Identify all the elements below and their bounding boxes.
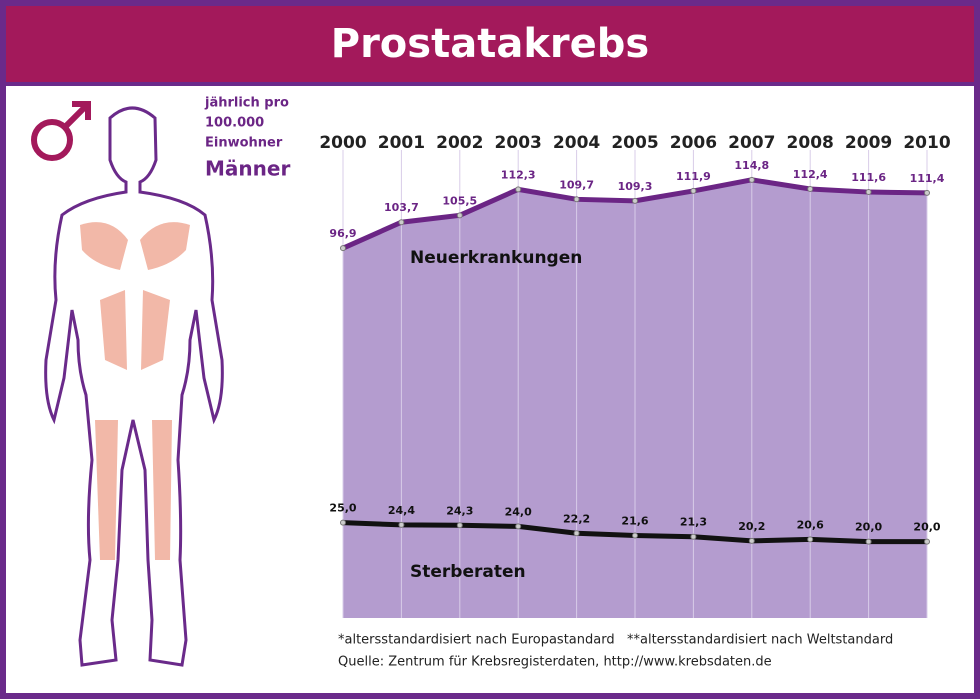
point xyxy=(340,519,346,526)
point xyxy=(924,538,930,545)
x-tick-label: 2007 xyxy=(728,133,775,153)
x-tick-label: 2003 xyxy=(495,133,542,153)
value-label: 114,8 xyxy=(734,159,769,172)
point xyxy=(865,538,872,545)
value-label: 20,0 xyxy=(855,521,882,534)
value-label: 20,6 xyxy=(797,518,824,531)
value-label: 109,7 xyxy=(559,178,594,191)
x-tick-label: 2000 xyxy=(319,133,366,153)
figure-shading xyxy=(80,222,190,560)
male-symbol xyxy=(31,101,91,161)
title-bar xyxy=(6,6,974,82)
point xyxy=(748,537,755,544)
x-tick-label: 2010 xyxy=(903,133,950,153)
point xyxy=(632,532,638,539)
point xyxy=(573,196,580,203)
point xyxy=(398,521,405,528)
x-tick-label: 2009 xyxy=(845,133,892,153)
point xyxy=(398,219,405,226)
value-label: 21,3 xyxy=(680,516,707,529)
value-label: 20,0 xyxy=(913,521,940,534)
point xyxy=(340,245,346,252)
point xyxy=(456,522,463,529)
group-label: Männer xyxy=(205,157,290,181)
note-line: jährlich pro xyxy=(204,96,289,111)
point xyxy=(515,186,522,193)
value-label: 20,2 xyxy=(738,520,765,533)
value-label: 109,3 xyxy=(618,180,653,193)
value-label: 22,2 xyxy=(563,512,590,525)
value-label: 21,6 xyxy=(621,515,648,528)
x-tick-label: 2004 xyxy=(553,133,600,153)
x-tick-label: 2001 xyxy=(378,133,425,153)
x-tick-label: 2006 xyxy=(670,133,717,153)
point xyxy=(690,187,697,194)
point xyxy=(573,530,580,537)
x-tick-label: 2002 xyxy=(436,133,483,153)
x-tick-label: 2008 xyxy=(787,133,834,153)
value-label: 24,4 xyxy=(388,504,415,517)
x-tick-label: 2005 xyxy=(611,133,658,153)
series-name: Neuerkrankungen xyxy=(410,248,582,268)
point xyxy=(924,189,930,196)
footnote: *altersstandardisiert nach Europastandar… xyxy=(338,633,893,648)
point xyxy=(690,533,697,540)
plot: 2000 2001 2002 2003 2004 2005 2006 2007 2008 2009… xyxy=(319,133,951,618)
point xyxy=(515,523,522,530)
value-label: 112,4 xyxy=(793,168,828,181)
value-label: 111,9 xyxy=(676,170,711,183)
footnote: Quelle: Zentrum für Krebsregisterdaten, … xyxy=(338,655,772,670)
point xyxy=(748,176,755,183)
title-rule xyxy=(6,82,974,86)
value-label: 96,9 xyxy=(329,227,356,240)
point xyxy=(865,189,872,196)
value-label: 111,6 xyxy=(851,171,886,184)
value-label: 24,3 xyxy=(446,504,473,517)
value-label: 111,4 xyxy=(910,172,945,185)
note-line: Einwohner xyxy=(205,136,283,151)
point xyxy=(807,186,814,193)
series-name: Sterberaten xyxy=(410,562,526,582)
title: Prostatakrebs xyxy=(331,21,649,67)
value-label: 24,0 xyxy=(505,505,532,518)
value-label: 112,3 xyxy=(501,168,536,181)
value-label: 25,0 xyxy=(329,502,356,515)
point xyxy=(632,197,638,204)
point xyxy=(456,212,463,219)
point xyxy=(807,536,814,543)
value-label: 105,5 xyxy=(442,194,477,207)
note-line: 100.000 xyxy=(205,116,264,131)
value-label: 103,7 xyxy=(384,201,419,214)
